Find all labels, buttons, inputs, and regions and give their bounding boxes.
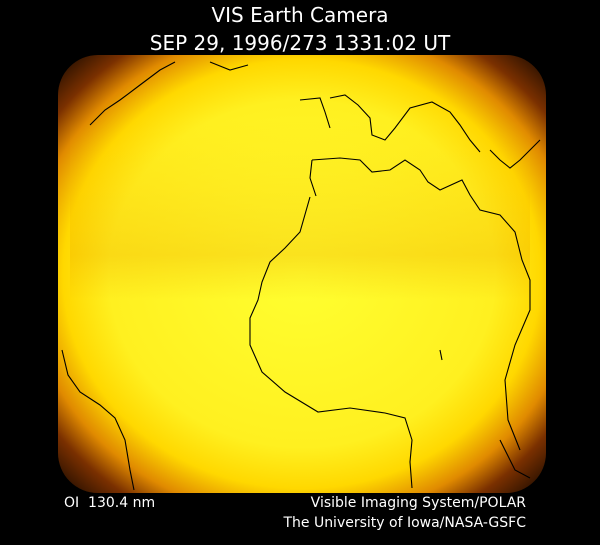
institution: The University of Iowa/NASA-GSFC (282, 515, 526, 531)
title: VIS Earth Camera (211, 3, 388, 27)
timestamp: SEP 29, 1996/273 1331:02 UT (150, 31, 451, 55)
instrument: Visible Imaging System/POLAR (311, 495, 527, 511)
wavelength: OI 130.4 nm (64, 495, 155, 511)
airglow-band (70, 120, 530, 420)
coastlines (61, 61, 541, 491)
